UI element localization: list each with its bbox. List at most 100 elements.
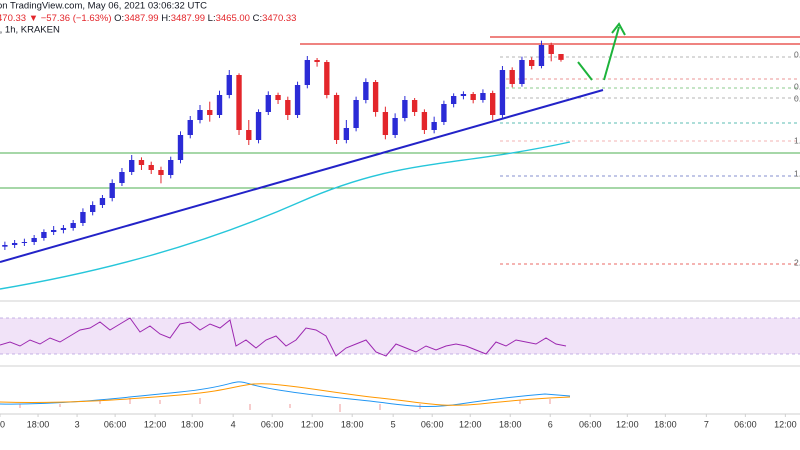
- macd-line: [0, 381, 571, 408]
- rsi-line: [0, 317, 567, 357]
- candle-body: [353, 100, 359, 128]
- candle-body: [460, 94, 467, 96]
- fib-label: 0.: [794, 93, 800, 103]
- candle-body: [411, 100, 418, 112]
- candle-body: [343, 128, 350, 140]
- candle-body: [519, 60, 525, 84]
- ohlc-value: 3470.33: [262, 13, 296, 24]
- fib-label: 0.: [794, 49, 800, 59]
- x-axis: 00 18:00 3 06:00 12:00 18:00 4 06:00 12:00 18:00 5…: [0, 414, 797, 429]
- moving-average: [0, 141, 571, 290]
- trend-line: [0, 89, 604, 263]
- candle-body: [431, 122, 437, 130]
- candle-body: [119, 172, 125, 183]
- candle-body: [138, 160, 145, 165]
- source: on TradingView.com, May 06, 2021 03:06:3…: [0, 1, 207, 12]
- candle-body: [109, 183, 115, 198]
- candle-body: [21, 242, 28, 243]
- candle-body: [148, 165, 154, 170]
- fib-label: 1.: [794, 135, 800, 145]
- signal-line: [0, 383, 571, 406]
- change: ▼ −57.36 (−1.63%): [29, 13, 112, 24]
- candle-body: [31, 238, 37, 242]
- candle-body: [70, 223, 76, 228]
- fib-label: 1.: [794, 168, 800, 178]
- candle-body: [187, 120, 193, 135]
- x-tick-label: 06:00: [104, 419, 127, 429]
- candle-body: [558, 54, 564, 60]
- candle-body: [548, 45, 554, 54]
- ohlc-value: 3465.00: [216, 13, 250, 24]
- rsi-band: [0, 318, 800, 354]
- candle-body: [60, 228, 67, 230]
- candle-body: [363, 82, 369, 100]
- ohlc-value: 3487.99: [124, 13, 158, 24]
- candle-body: [490, 93, 496, 115]
- arrow: [577, 61, 593, 81]
- candle-body: [207, 110, 213, 115]
- candle-body: [226, 75, 232, 95]
- x-tick-label: 12:00: [616, 419, 639, 429]
- candle-body: [509, 70, 515, 84]
- ohlc-label: H:: [161, 13, 171, 24]
- candle-body: [382, 112, 389, 135]
- symbol: r, 1h, KRAKEN: [0, 25, 60, 36]
- x-tick-label: 18:00: [654, 419, 677, 429]
- fib-label: 0.: [794, 81, 800, 91]
- ohlc-label: O:: [114, 13, 124, 24]
- x-tick-label: 06:00: [579, 419, 602, 429]
- x-tick-label: 06:00: [261, 419, 284, 429]
- candles: [2, 40, 564, 250]
- candle-body: [177, 135, 184, 160]
- candle-body: [275, 95, 281, 100]
- candle-body: [470, 94, 476, 100]
- price-line: 470.33 ▼ −57.36 (−1.63%) O:3487.99 H:348…: [0, 13, 296, 24]
- candle-body: [50, 230, 57, 232]
- candle-body: [529, 60, 535, 66]
- candle-body: [294, 85, 301, 115]
- x-tick-label: 06:00: [734, 419, 757, 429]
- candle-body: [158, 170, 164, 175]
- x-tick-label: 18:00: [181, 419, 204, 429]
- candle-body: [80, 212, 86, 223]
- x-tick-label: 00: [0, 419, 5, 429]
- x-tick-label: 18:00: [27, 419, 50, 429]
- ohlc-value: 3487.99: [171, 13, 205, 24]
- candle-body: [41, 232, 47, 238]
- candle-body: [372, 82, 379, 112]
- candle-body: [90, 205, 96, 212]
- candle-body: [265, 95, 271, 112]
- candle-body: [197, 110, 203, 120]
- x-tick-label: 4: [231, 419, 236, 429]
- ohlc-label: C:: [253, 13, 263, 24]
- x-tick-label: 12:00: [144, 419, 167, 429]
- fib-label: 2.: [794, 257, 800, 267]
- candle-body: [441, 104, 447, 122]
- candle-body: [246, 130, 252, 140]
- x-tick-label: 6: [548, 419, 553, 429]
- x-tick-label: 18:00: [499, 419, 522, 429]
- candle-body: [168, 160, 174, 175]
- x-tick-label: 18:00: [341, 419, 364, 429]
- ohlc-label: L:: [208, 13, 216, 24]
- x-tick-label: 12:00: [301, 419, 324, 429]
- arrow: [603, 26, 620, 81]
- candle-body: [11, 243, 18, 245]
- candle-body: [392, 118, 398, 135]
- candle-body: [421, 112, 428, 130]
- candle-body: [99, 198, 106, 205]
- candle-body: [324, 62, 330, 95]
- x-tick-label: 12:00: [774, 419, 797, 429]
- candle-body: [236, 75, 242, 130]
- candle-body: [216, 95, 223, 115]
- x-tick-label: 7: [704, 419, 709, 429]
- x-tick-label: 5: [391, 419, 396, 429]
- candle-body: [333, 95, 340, 140]
- candle-body: [480, 93, 486, 100]
- candle-body: [304, 60, 310, 85]
- candle-body: [285, 100, 291, 115]
- candle-body: [402, 100, 408, 118]
- candle-body: [450, 96, 457, 104]
